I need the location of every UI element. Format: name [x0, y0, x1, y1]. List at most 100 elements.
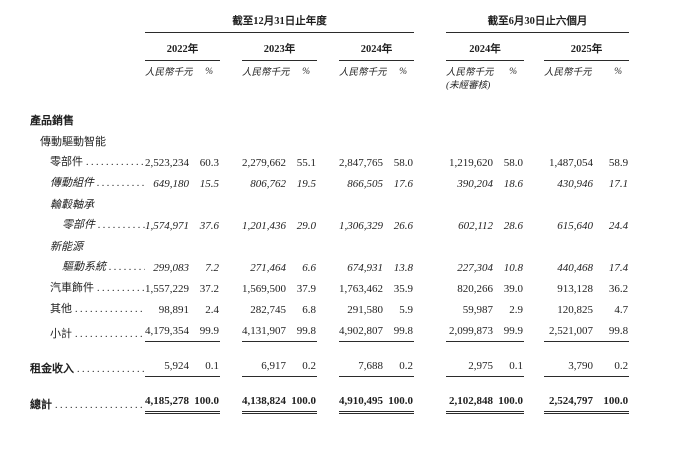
column-gap [220, 254, 242, 275]
percent-label: % [509, 67, 517, 77]
column-gap [414, 170, 446, 191]
value-cell [242, 233, 289, 254]
value-cell [339, 233, 386, 254]
column-gap [317, 377, 339, 413]
value-cell: 2,847,765 [339, 157, 383, 169]
value-cell: 913,128 [557, 283, 593, 295]
value-cell: 4,138,824 [242, 376, 289, 414]
row-label: 零部件.....................................… [62, 219, 145, 231]
percent-cell: 39.0 [503, 283, 523, 295]
row-label: 總計......................................… [30, 398, 145, 411]
year-header-2024-interim: 2024年 [446, 32, 524, 61]
column-gap [220, 170, 242, 191]
percent-cell: 100.0 [192, 376, 220, 414]
value-cell [544, 93, 596, 128]
row-label: 零部件.....................................… [50, 156, 145, 168]
value-cell: 2,521,007 [544, 317, 596, 342]
column-gap [317, 342, 339, 377]
column-gap [414, 149, 446, 170]
value-cell [446, 191, 496, 212]
year-header-2025-interim: 2025年 [544, 32, 630, 61]
row-label: 租金收入....................................… [30, 342, 145, 377]
percent-cell: 4.7 [614, 304, 629, 316]
percent-cell: 5.9 [399, 304, 413, 316]
percent-cell: 28.6 [503, 220, 523, 232]
value-cell [145, 128, 192, 149]
value-cell [242, 93, 289, 128]
column-gap [317, 212, 339, 233]
value-cell [446, 128, 496, 149]
percent-cell [496, 93, 524, 128]
period-header-row: 截至12月31日止年度 截至6月30日止六個月 [30, 13, 630, 33]
table-row: 其他......................................… [30, 296, 629, 317]
value-cell: 4,179,354 [145, 317, 192, 342]
percent-cell [496, 128, 524, 149]
column-gap [220, 317, 242, 342]
annual-period-header: 截至12月31日止年度 [145, 13, 414, 33]
value-cell [544, 191, 596, 212]
value-cell: 282,745 [250, 304, 286, 316]
table-row: 新能源 [30, 233, 629, 254]
dot-leader: ........................................ [98, 220, 145, 231]
percent-cell: 36.2 [608, 283, 629, 295]
column-gap [220, 233, 242, 254]
table-row: 輪轂軸承 [30, 191, 629, 212]
percent-cell: 2.4 [205, 304, 219, 316]
unaudited-note: (未經審核) [446, 81, 491, 91]
column-gap [414, 275, 446, 296]
column-gap [414, 93, 446, 128]
value-cell: 2,523,234 [145, 157, 189, 169]
value-cell: 440,468 [557, 262, 593, 274]
value-cell: 2,099,873 [446, 317, 496, 342]
percent-cell: 37.2 [199, 283, 219, 295]
percent-cell: 100.0 [496, 376, 524, 414]
column-gap [414, 212, 446, 233]
table-row: 傳動驅動智能 [30, 128, 629, 149]
value-cell [242, 191, 289, 212]
value-cell: 2,975 [446, 341, 496, 377]
percent-cell: 17.6 [393, 178, 413, 190]
value-cell: 649,180 [153, 178, 189, 190]
dot-leader: ........................................ [55, 399, 145, 411]
document-page: 截至12月31日止年度 截至6月30日止六個月 2022年 2023年 2024… [30, 13, 630, 414]
unit-label: 人民幣千元 [339, 68, 387, 78]
column-gap [317, 128, 339, 149]
percent-label: % [205, 67, 213, 77]
unit-header-row: 人民幣千元 % 人民幣千元 % 人民幣千元 % 人民幣千元 (未經審核) % 人… [30, 61, 629, 94]
percent-cell: 0.1 [496, 341, 524, 377]
value-cell: 3,790 [544, 341, 596, 377]
column-gap [317, 254, 339, 275]
value-cell: 1,201,436 [242, 220, 286, 232]
percent-label: % [302, 67, 310, 77]
percent-cell [596, 93, 629, 128]
value-cell: 390,204 [457, 178, 493, 190]
year-header-row: 2022年 2023年 2024年 2024年 2025年 [30, 32, 630, 61]
row-label: 產品銷售 [30, 115, 74, 127]
value-cell: 1,219,620 [449, 157, 493, 169]
column-gap [220, 93, 242, 128]
value-cell: 866,505 [347, 178, 383, 190]
percent-cell: 35.9 [393, 283, 413, 295]
value-cell: 120,825 [557, 304, 593, 316]
table-row: 零部件.....................................… [30, 212, 629, 233]
percent-cell: 0.2 [596, 341, 630, 377]
column-gap [524, 93, 544, 128]
column-gap [317, 317, 339, 342]
table-row: 零部件.....................................… [30, 149, 629, 170]
column-gap [414, 233, 446, 254]
value-cell: 6,917 [242, 341, 289, 377]
value-cell: 1,574,971 [145, 220, 189, 232]
dot-leader: ........................................ [75, 328, 145, 340]
column-gap [524, 317, 544, 342]
row-label: 小計......................................… [50, 327, 145, 340]
column-gap [414, 317, 446, 342]
column-gap [317, 275, 339, 296]
percent-cell: 60.3 [199, 157, 219, 169]
percent-cell [386, 93, 414, 128]
percent-cell [596, 191, 629, 212]
value-cell: 602,112 [458, 220, 493, 232]
dot-leader: ........................................ [97, 283, 145, 294]
percent-cell: 2.9 [509, 304, 523, 316]
value-cell: 1,306,329 [339, 220, 383, 232]
percent-cell: 58.0 [503, 157, 523, 169]
